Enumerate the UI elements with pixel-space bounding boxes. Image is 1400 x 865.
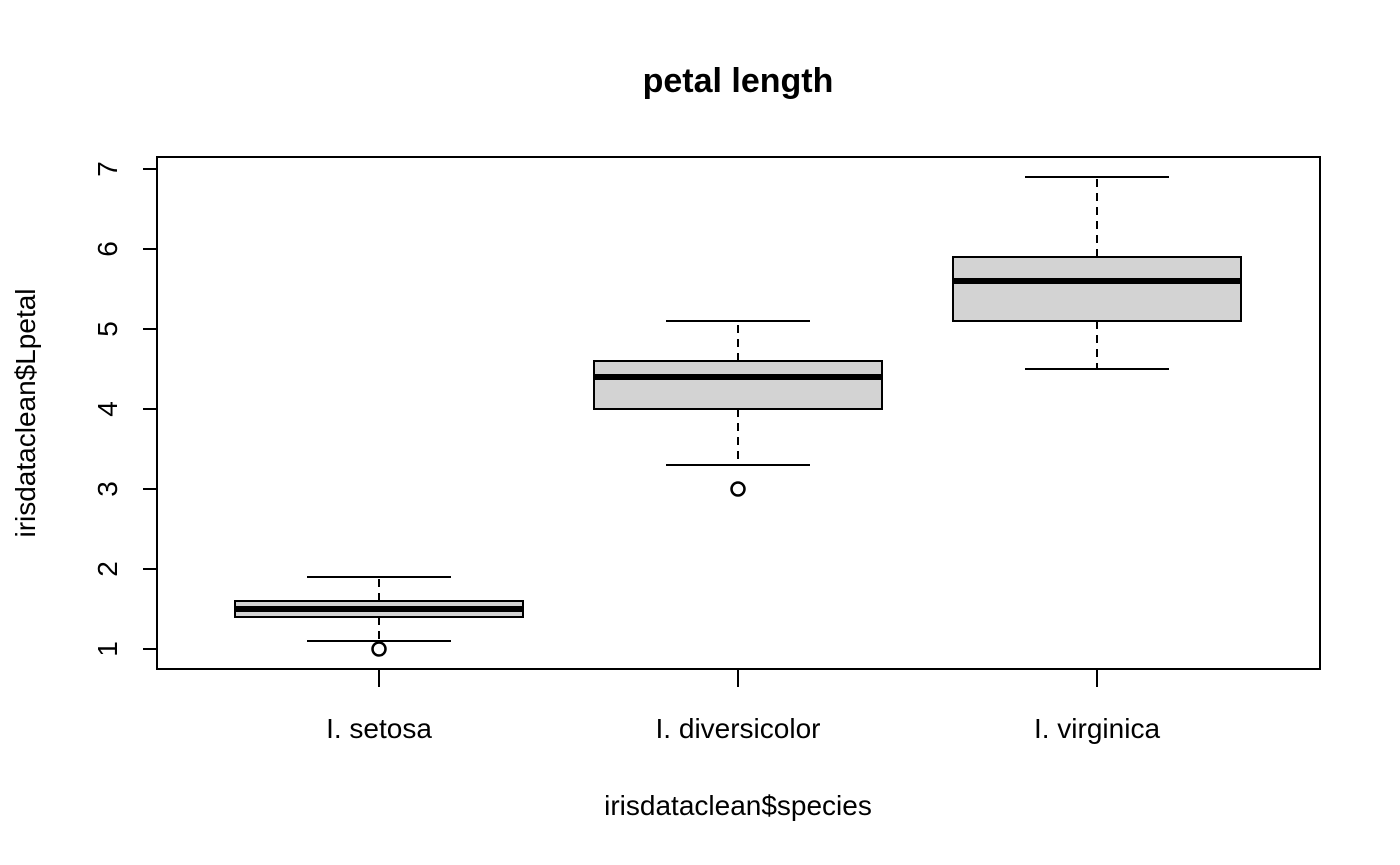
y-tick-label: 5 bbox=[92, 321, 123, 337]
box-iqr bbox=[952, 256, 1242, 322]
box-group bbox=[593, 320, 883, 497]
y-axis: 1 2 3 4 5 6 7 bbox=[92, 161, 157, 657]
y-tick-label: 1 bbox=[92, 641, 123, 657]
x-axis: I. setosa I. diversicolor I. virginica bbox=[326, 669, 1160, 744]
x-tick-label: I. virginica bbox=[1034, 713, 1160, 744]
box-iqr bbox=[593, 360, 883, 410]
y-axis-label: irisdataclean$Lpetal bbox=[10, 288, 41, 537]
box-group bbox=[952, 176, 1242, 370]
y-tick-label: 4 bbox=[92, 401, 123, 417]
box-group bbox=[234, 576, 524, 657]
x-axis-label: irisdataclean$species bbox=[604, 790, 872, 821]
y-tick-label: 3 bbox=[92, 481, 123, 497]
chart-title: petal length bbox=[643, 62, 834, 100]
x-tick-label: I. diversicolor bbox=[656, 713, 821, 744]
outlier-point bbox=[371, 641, 387, 657]
boxes-layer bbox=[234, 176, 1242, 657]
y-tick-label: 2 bbox=[92, 561, 123, 577]
y-tick-label: 6 bbox=[92, 241, 123, 257]
y-tick-label: 7 bbox=[92, 161, 123, 177]
outlier-point bbox=[730, 481, 746, 497]
x-tick-label: I. setosa bbox=[326, 713, 432, 744]
